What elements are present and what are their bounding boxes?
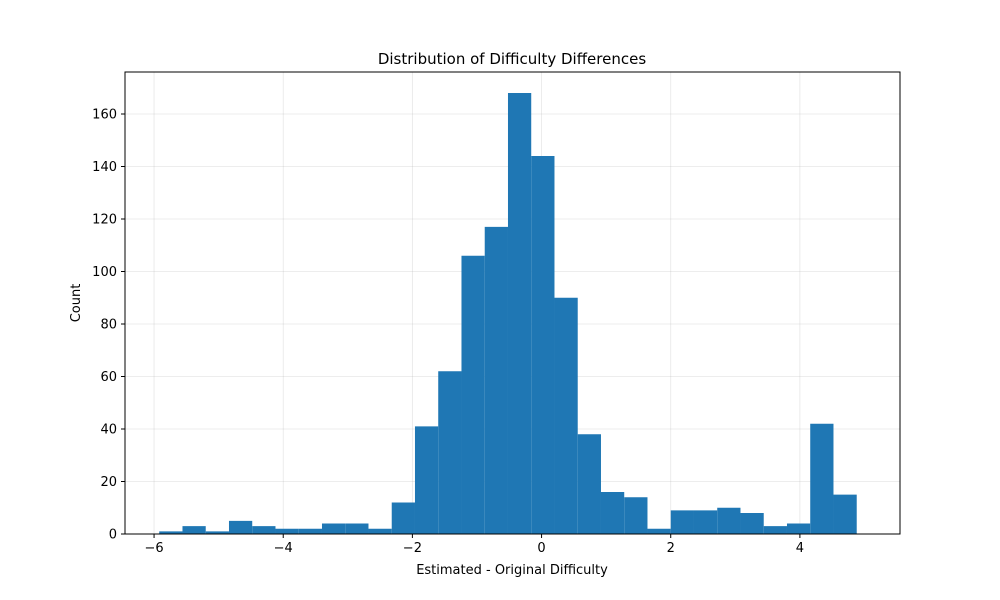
histogram-bar xyxy=(159,531,183,534)
histogram-bar xyxy=(391,502,415,534)
y-axis-label: Count xyxy=(69,284,84,323)
histogram-bar xyxy=(647,528,671,534)
y-axis-ticks: 0 20 40 60 80 100 120 140 160 xyxy=(92,108,125,543)
histogram-bar xyxy=(368,528,392,534)
plot-area: −6 −4 −2 0 2 4 0 20 40 60 80 100 120 140 160 xyxy=(92,71,901,556)
y-tick-label: 0 xyxy=(109,528,117,543)
histogram-bar xyxy=(670,510,694,534)
histogram-bar xyxy=(321,523,346,534)
histogram-bar xyxy=(298,528,322,534)
histogram-bar xyxy=(345,523,369,534)
histogram-bar xyxy=(624,497,648,534)
histogram-bar xyxy=(833,494,857,534)
histogram-bar xyxy=(600,492,625,534)
x-tick-label: 2 xyxy=(667,541,675,556)
y-tick-label: 80 xyxy=(100,318,117,333)
x-tick-label: −2 xyxy=(403,541,422,556)
histogram-bar xyxy=(740,513,764,534)
histogram-bar xyxy=(531,156,555,534)
histogram-bar xyxy=(252,526,276,534)
x-tick-label: 4 xyxy=(796,541,804,556)
y-tick-label: 20 xyxy=(100,475,117,490)
histogram-bar xyxy=(693,510,718,534)
histogram-bar xyxy=(461,255,485,534)
chart-title: Distribution of Difficulty Differences xyxy=(378,50,647,68)
histogram-bar xyxy=(507,93,532,534)
y-tick-label: 60 xyxy=(100,370,117,385)
histogram-bar xyxy=(438,371,462,534)
histogram-bar xyxy=(577,434,601,534)
axes-frame xyxy=(124,71,901,535)
y-tick-label: 120 xyxy=(92,213,117,228)
y-tick-label: 100 xyxy=(92,265,117,280)
histogram-bar xyxy=(484,226,508,534)
x-tick-label: −6 xyxy=(144,541,163,556)
x-tick-label: −4 xyxy=(274,541,293,556)
y-tick-label: 40 xyxy=(100,423,117,438)
histogram-bar xyxy=(786,523,811,534)
histogram-bar xyxy=(717,507,741,534)
histogram-bar xyxy=(554,297,578,534)
histogram-bar xyxy=(414,426,439,534)
histogram-bar xyxy=(763,526,787,534)
x-tick-label: 0 xyxy=(537,541,545,556)
histogram-bar xyxy=(182,526,206,534)
histogram-bars xyxy=(159,93,857,534)
x-axis-label: Estimated - Original Difficulty xyxy=(416,563,608,578)
histogram-bar xyxy=(228,520,253,534)
histogram-bar xyxy=(275,528,299,534)
x-axis-ticks: −6 −4 −2 0 2 4 xyxy=(144,534,804,556)
y-tick-label: 140 xyxy=(92,160,117,175)
histogram-bar xyxy=(205,531,229,534)
histogram-bar xyxy=(810,423,834,534)
y-tick-label: 160 xyxy=(92,108,117,123)
